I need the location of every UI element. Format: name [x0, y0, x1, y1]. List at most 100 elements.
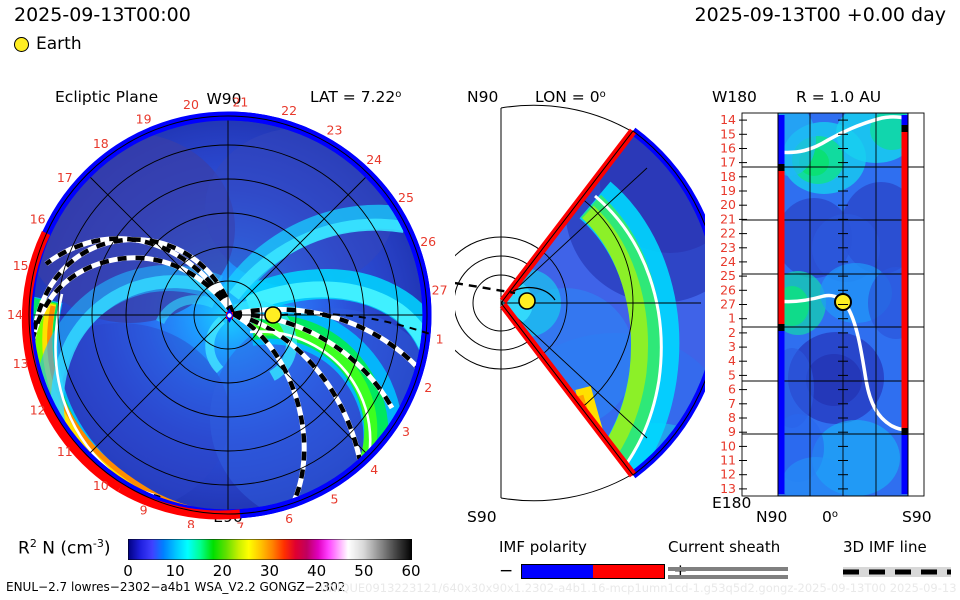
surface-y-label: 2: [728, 325, 736, 340]
ecliptic-rim-label: 19: [136, 111, 152, 126]
surface-y-label: 25: [720, 268, 736, 283]
surface-y-label: 9: [728, 424, 736, 439]
surface-panel: W180 R = 1.0 AU E180 N90 0o S90: [706, 88, 960, 528]
earth-legend-label: Earth: [36, 34, 82, 54]
meridional-lon-annotation: LON = 0o: [535, 88, 606, 106]
surface-y-label: 24: [720, 254, 736, 269]
surface-y-label: 27: [720, 297, 736, 312]
surface-sheath-line-mid: [778, 293, 908, 432]
ecliptic-panel: Ecliptic Plane W90 LAT = 7.22o E90: [0, 88, 460, 528]
surface-xlabel-s90: S90: [902, 508, 932, 526]
colorbar-title-r: R: [18, 538, 30, 559]
colorbar-tick-label: 50: [354, 562, 374, 580]
ecliptic-rim-label: 17: [57, 170, 73, 185]
ecliptic-title: Ecliptic Plane: [55, 88, 158, 106]
ecliptic-rim-label: 10: [93, 478, 109, 493]
earth-marker-meridional: [518, 292, 536, 310]
surface-y-label: 7: [728, 396, 736, 411]
earth-marker-icon: [14, 37, 29, 52]
polarity-colorbar: [521, 564, 666, 579]
colorbar-tick-label: 60: [401, 562, 421, 580]
colorbar-title: R2 N (cm-3): [18, 538, 111, 558]
earth-legend: Earth: [14, 36, 82, 53]
ecliptic-plot: Ecliptic Plane W90 LAT = 7.22o E90: [7, 88, 448, 528]
polarity-negative-swatch: [522, 565, 594, 578]
ecliptic-rim-label: 16: [30, 211, 46, 226]
surface-y-labels: 1415161718192021222324252627123456789101…: [720, 112, 747, 496]
meridional-panel: N90 LON = 0o S90 0o: [455, 88, 705, 528]
ecliptic-rim-label: 23: [327, 123, 343, 138]
surface-y-label: 5: [728, 367, 736, 382]
legend-current-sheath-title: Current sheath: [668, 538, 781, 556]
surface-y-label: 6: [728, 382, 736, 397]
polarity-minus-label: −: [499, 561, 514, 581]
header-forecast-time: 2025-09-13T00 +0.00 day: [694, 4, 946, 26]
ecliptic-rim-label: 26: [420, 234, 436, 249]
ecliptic-rim-label: 5: [331, 492, 339, 507]
surface-xlabel-center: 0o: [822, 508, 838, 526]
surface-y-label: 18: [720, 169, 736, 184]
ecliptic-rim-label: 13: [13, 356, 29, 371]
ecliptic-rim-label: 1: [436, 332, 444, 347]
surface-corner-bottom-label: E180: [712, 494, 751, 512]
surface-y-label: 1: [728, 311, 736, 326]
imf-line-dashed: [280, 312, 431, 335]
ecliptic-rim-label: 4: [370, 462, 378, 477]
surface-y-label: 21: [720, 211, 736, 226]
surface-xlabel-n90: N90: [756, 508, 787, 526]
ecliptic-rim-label: 18: [93, 136, 109, 151]
earth-marker-ecliptic: [264, 306, 282, 324]
meridional-density-field: [501, 131, 705, 475]
ecliptic-rim-label: 7: [236, 520, 244, 528]
surface-y-label: 23: [720, 240, 736, 255]
surface-density-field: [778, 113, 908, 496]
inner-swirl: [155, 295, 297, 381]
legend-imf-polarity: IMF polarity − +: [499, 540, 688, 580]
surface-y-label: 20: [720, 197, 736, 212]
ecliptic-rim-label: 21: [232, 94, 248, 109]
meridional-plot: N90 LON = 0o S90 0o: [455, 88, 705, 526]
polarity-positive-swatch: [593, 565, 665, 578]
colorbar-tick-label: 10: [165, 562, 185, 580]
ecliptic-rim-label: 8: [187, 517, 195, 528]
ecliptic-rim-label: 2: [424, 380, 432, 395]
surface-sheath-line-top: [778, 115, 908, 155]
current-sheath-swatch-bottom: [668, 575, 788, 579]
sun-marker: [226, 308, 233, 323]
legend-current-sheath: Current sheath: [668, 540, 788, 579]
surface-corner-top-label: W180: [712, 88, 757, 106]
footer-model-string: ENUL−2.7 lowres−2302−a4b1 WSA_V2.2 GONGZ…: [6, 580, 346, 594]
surface-y-label: 22: [720, 226, 736, 241]
surface-polarity-nodes: [777, 125, 909, 435]
surface-y-label: 13: [720, 481, 736, 496]
ecliptic-rim-label: 6: [285, 511, 293, 526]
colorbar: [128, 539, 412, 560]
meridional-imf-curve: [512, 287, 556, 301]
colorbar-title-exp2: -3: [92, 537, 104, 550]
colorbar-tick-label: 0: [123, 562, 133, 580]
current-sheath-swatch-top: [668, 567, 788, 571]
colorbar-title-exp: 2: [29, 537, 37, 550]
meridional-bottom-label: S90: [467, 508, 497, 526]
ecliptic-rim-label: 27: [432, 282, 448, 297]
colorbar-tick-label: 30: [259, 562, 280, 580]
surface-y-label: 14: [720, 112, 736, 127]
colorbar-title-close: ): [103, 538, 111, 559]
surface-y-label: 10: [720, 438, 736, 453]
surface-y-label: 26: [720, 282, 736, 297]
colorbar-title-rest: N (cm: [36, 538, 93, 559]
surface-plot: W180 R = 1.0 AU E180 N90 0o S90: [712, 88, 932, 526]
ecliptic-rim-label: 15: [13, 258, 29, 273]
surface-y-label: 11: [720, 453, 736, 468]
surface-y-label: 16: [720, 141, 736, 156]
surface-y-label: 12: [720, 467, 736, 482]
ecliptic-rim-label: 14: [7, 307, 23, 322]
surface-y-label: 15: [720, 126, 736, 141]
ecliptic-rim-label: 9: [140, 503, 148, 518]
surface-y-label: 19: [720, 183, 736, 198]
meridional-top-label: N90: [467, 88, 498, 106]
legend-3d-imf-line-title: 3D IMF line: [843, 538, 927, 556]
surface-y-label: 4: [728, 353, 736, 368]
ecliptic-rim-label: 11: [57, 444, 73, 459]
